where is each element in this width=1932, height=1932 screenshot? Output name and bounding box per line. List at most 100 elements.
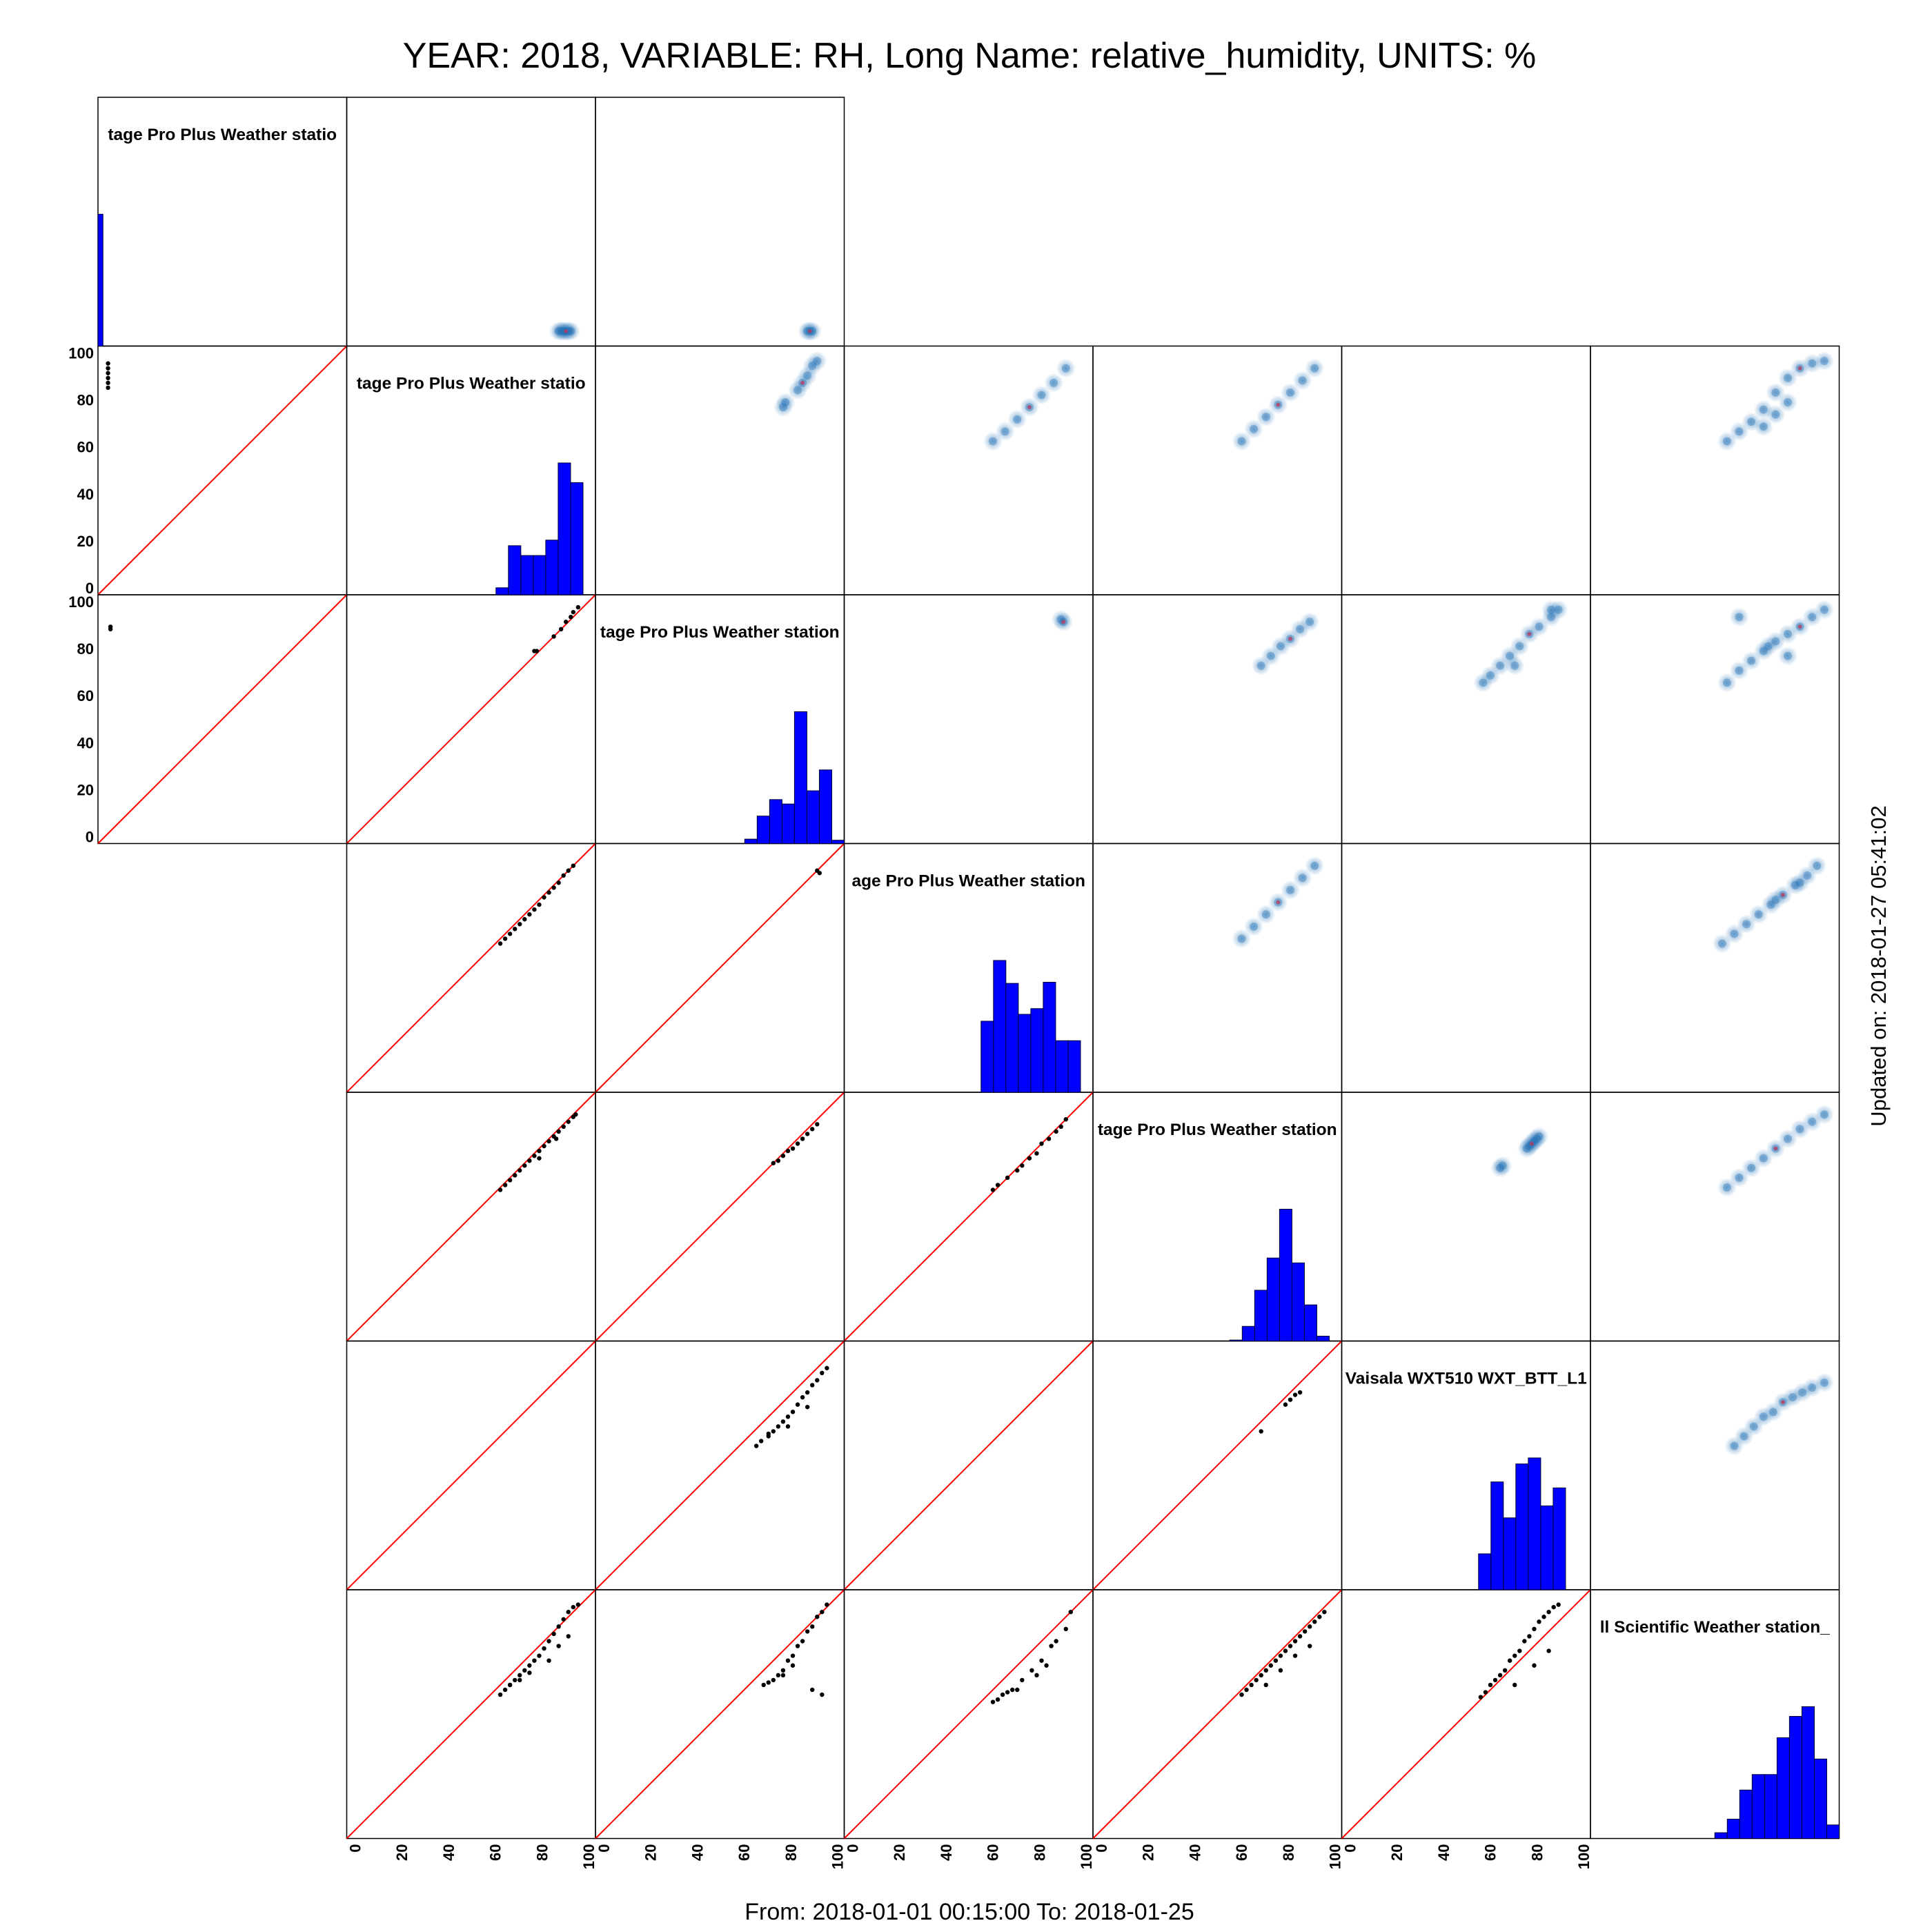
density-blob <box>776 393 796 413</box>
updated-timestamp: Updated on: 2018-01-27 05:41:02 <box>1866 805 1891 1126</box>
density-peak <box>1288 636 1292 641</box>
panel-frame <box>1590 345 1840 595</box>
scatter-point <box>1297 1390 1303 1395</box>
scatter-point <box>817 871 822 876</box>
density-core <box>1771 410 1780 419</box>
density-blob <box>1305 358 1325 378</box>
scatter-point <box>566 1119 571 1124</box>
histogram-bar <box>1490 1481 1504 1590</box>
scatter-point <box>1027 1156 1032 1161</box>
scatter-point <box>1278 1653 1283 1658</box>
scatter-point <box>1029 1668 1034 1673</box>
x-tick-label: 100 <box>1575 1844 1593 1870</box>
identity-line <box>346 1340 596 1590</box>
x-tick-label: 60 <box>985 1844 1002 1861</box>
scatter-point <box>1502 1668 1508 1673</box>
scatter-point <box>537 1148 542 1154</box>
scatter-point <box>780 1153 786 1159</box>
scatter-point <box>820 1692 825 1697</box>
density-core <box>1735 666 1744 675</box>
scatter-point <box>1527 1634 1532 1639</box>
density-core <box>1286 885 1294 894</box>
density-core <box>1820 357 1828 366</box>
scatter-point <box>795 1644 800 1648</box>
histogram-bar <box>1764 1774 1777 1840</box>
scatter-point <box>1015 1687 1020 1693</box>
histogram-bar <box>1005 983 1019 1093</box>
y-tick-label: 40 <box>77 486 94 503</box>
histogram-bar <box>533 555 546 595</box>
density-blob <box>1492 1156 1512 1176</box>
scatter-point <box>1497 1673 1503 1678</box>
y-tick-label: 0 <box>86 580 94 597</box>
identity-line <box>346 594 596 845</box>
scatter-point <box>810 1127 815 1132</box>
scatter-point <box>513 927 518 931</box>
density-core <box>1261 910 1270 919</box>
density-core <box>1795 1125 1804 1134</box>
scatter-point <box>502 1687 508 1693</box>
scatter-point <box>518 1168 522 1173</box>
scatter-point <box>518 1677 522 1683</box>
histogram-bar <box>1714 1832 1728 1839</box>
identity-line <box>595 842 845 1093</box>
density-blob <box>1292 868 1312 888</box>
scatter-point <box>502 1183 508 1187</box>
histogram-bar <box>1018 1014 1032 1093</box>
scatter-point <box>810 1624 815 1629</box>
density-core <box>1496 661 1505 670</box>
density-core <box>1808 1383 1817 1392</box>
station-label: tage Pro Plus Weather station <box>600 623 840 642</box>
x-tick-label: 60 <box>487 1844 504 1861</box>
scatter-point <box>1039 1141 1044 1146</box>
y-tick-label: 100 <box>68 593 94 611</box>
scatter-point <box>542 895 546 900</box>
density-core <box>1000 427 1009 436</box>
scatter-point <box>561 1124 566 1130</box>
density-blob <box>1541 600 1561 620</box>
scatter-point <box>1044 1663 1049 1668</box>
scatter-point <box>527 912 532 917</box>
histogram-bar <box>570 482 584 595</box>
scatter-point <box>1492 1677 1498 1683</box>
scatter-point <box>556 1644 561 1648</box>
density-blob <box>1232 929 1252 949</box>
x-tick-label: 0 <box>347 1844 364 1853</box>
density-core <box>566 326 575 335</box>
y-tick-label: 80 <box>77 640 94 658</box>
histogram-bar <box>1266 1257 1280 1342</box>
x-tick-label: 80 <box>533 1844 551 1861</box>
scatter-point <box>1239 1692 1244 1697</box>
scatter-point <box>1254 1677 1259 1683</box>
scatter-point <box>1478 1695 1483 1699</box>
scatter-point <box>546 1639 551 1644</box>
scatter-point <box>800 1639 805 1644</box>
scatter-point <box>558 627 564 632</box>
density-core <box>1784 1134 1792 1143</box>
density-core <box>1250 922 1259 931</box>
scatter-point <box>825 1366 829 1370</box>
histogram-bar <box>1303 1304 1317 1341</box>
density-core <box>1784 398 1792 407</box>
scatter-point <box>537 1156 542 1161</box>
histogram-bar <box>1813 1758 1827 1840</box>
density-peak <box>1027 405 1032 410</box>
scatter-point <box>1292 1639 1298 1644</box>
density-blob <box>1032 385 1052 405</box>
scatter-point <box>522 1163 527 1168</box>
scatter-point <box>1292 1392 1298 1397</box>
scatter-point <box>1259 1673 1263 1678</box>
density-core <box>1261 413 1270 422</box>
scatter-point <box>106 375 110 380</box>
density-core <box>1266 651 1275 660</box>
density-core <box>813 357 822 366</box>
scatter-point <box>1546 1610 1551 1615</box>
scatter-point <box>1063 1117 1068 1122</box>
scatter-point <box>551 1631 556 1637</box>
scatter-point <box>1063 1626 1068 1632</box>
scatter-point <box>753 1443 759 1448</box>
scatter-point <box>575 1602 581 1607</box>
scatter-point <box>805 1404 810 1410</box>
density-core <box>1813 861 1822 870</box>
histogram-bar <box>1540 1505 1554 1590</box>
